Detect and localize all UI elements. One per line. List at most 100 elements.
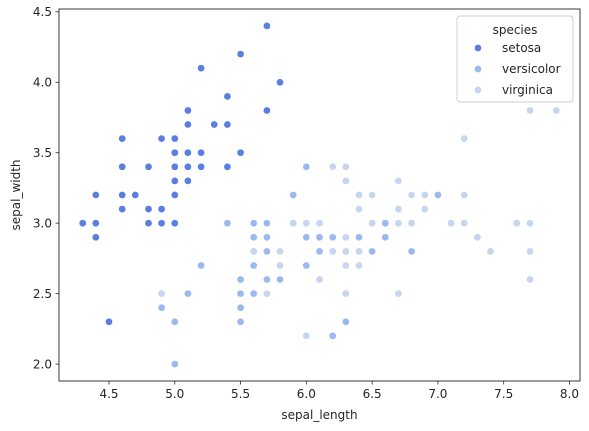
data-point-virginica [289, 219, 298, 228]
legend-label-versicolor: versicolor [502, 62, 561, 76]
data-point-versicolor [263, 275, 271, 284]
data-point-setosa [223, 162, 232, 171]
data-point-virginica [355, 191, 363, 199]
data-point-virginica [460, 134, 469, 143]
data-point-virginica [341, 261, 350, 270]
data-point-versicolor [289, 191, 298, 199]
data-point-versicolor [184, 289, 192, 298]
data-point-virginica [355, 261, 363, 270]
data-point-versicolor [249, 289, 258, 298]
data-point-versicolor [341, 317, 350, 326]
data-point-setosa [184, 106, 192, 115]
data-point-virginica [394, 219, 403, 228]
data-point-setosa [157, 205, 166, 213]
data-point-setosa [105, 317, 113, 326]
x-tick-label: 6.0 [297, 387, 316, 401]
data-point-setosa [236, 148, 245, 157]
y-tick-label: 3.5 [33, 146, 52, 160]
data-point-setosa [91, 219, 100, 228]
data-point-virginica [526, 106, 534, 115]
data-point-versicolor [223, 219, 232, 228]
x-tick-label: 5.0 [165, 387, 184, 401]
data-point-versicolor [355, 233, 363, 242]
data-point-virginica [420, 191, 429, 199]
data-point-setosa [197, 148, 205, 157]
y-tick-label: 2.5 [33, 287, 52, 301]
data-point-virginica [473, 233, 482, 242]
data-point-virginica [328, 247, 337, 256]
legend-label-virginica: virginica [502, 83, 553, 97]
data-point-versicolor [302, 162, 311, 171]
data-point-versicolor [368, 247, 376, 256]
data-point-virginica [460, 219, 469, 228]
data-point-versicolor [302, 233, 311, 242]
data-point-virginica [263, 289, 271, 298]
data-point-setosa [144, 162, 153, 171]
data-point-setosa [170, 162, 179, 171]
data-point-virginica [512, 219, 521, 228]
data-point-virginica [302, 332, 311, 340]
data-point-virginica [315, 219, 324, 228]
data-point-versicolor [302, 261, 311, 270]
data-point-virginica [420, 205, 429, 213]
data-point-setosa [118, 191, 127, 199]
data-point-setosa [184, 120, 192, 129]
x-tick-label: 7.0 [428, 387, 447, 401]
data-point-setosa [184, 162, 192, 171]
data-point-setosa [91, 191, 100, 199]
data-point-virginica [447, 219, 455, 228]
x-tick-label: 5.5 [231, 387, 250, 401]
data-point-setosa [118, 134, 127, 143]
data-point-setosa [157, 134, 166, 143]
data-point-setosa [263, 106, 271, 115]
data-point-versicolor [407, 247, 416, 256]
data-point-versicolor [381, 219, 390, 228]
data-point-virginica [302, 219, 311, 228]
data-point-virginica [276, 261, 284, 270]
x-axis-label: sepal_length [281, 408, 357, 422]
data-point-virginica [486, 247, 495, 256]
x-tick-label: 4.5 [99, 387, 118, 401]
legend-label-setosa: setosa [502, 41, 541, 55]
data-point-setosa [210, 120, 219, 129]
data-point-setosa [118, 205, 127, 213]
data-point-setosa [170, 177, 179, 185]
data-point-versicolor [236, 303, 245, 312]
data-point-virginica [341, 233, 350, 242]
data-point-setosa [131, 191, 140, 199]
data-point-virginica [368, 191, 376, 199]
data-point-versicolor [434, 191, 442, 199]
data-point-virginica [460, 191, 469, 199]
y-axis-label: sepal_width [9, 159, 23, 230]
y-tick-label: 3.0 [33, 216, 52, 230]
data-point-versicolor [197, 261, 205, 270]
data-point-versicolor [315, 233, 324, 242]
y-axis: 2.0 2.5 3.0 3.5 4.0 4.5 [33, 5, 59, 371]
data-point-setosa [170, 219, 179, 228]
data-point-virginica [355, 247, 363, 256]
data-point-setosa [197, 162, 205, 171]
data-point-virginica [552, 106, 561, 115]
data-point-virginica [315, 275, 324, 284]
data-point-virginica [341, 289, 350, 298]
data-point-setosa [223, 92, 232, 101]
data-point-setosa [91, 233, 100, 242]
data-point-virginica [157, 289, 166, 298]
data-point-setosa [170, 134, 179, 143]
data-point-virginica [394, 289, 403, 298]
data-point-virginica [341, 247, 350, 256]
data-point-setosa [223, 120, 232, 129]
data-point-setosa [144, 219, 153, 228]
data-point-versicolor [170, 317, 179, 326]
data-point-virginica [249, 247, 258, 256]
data-point-virginica [394, 205, 403, 213]
data-point-versicolor [236, 317, 245, 326]
data-point-virginica [328, 162, 337, 171]
data-point-virginica [526, 275, 534, 284]
legend: species setosa versicolor virginica [456, 15, 574, 103]
data-point-setosa [236, 50, 245, 58]
data-point-virginica [407, 219, 416, 228]
data-point-setosa [276, 78, 284, 87]
